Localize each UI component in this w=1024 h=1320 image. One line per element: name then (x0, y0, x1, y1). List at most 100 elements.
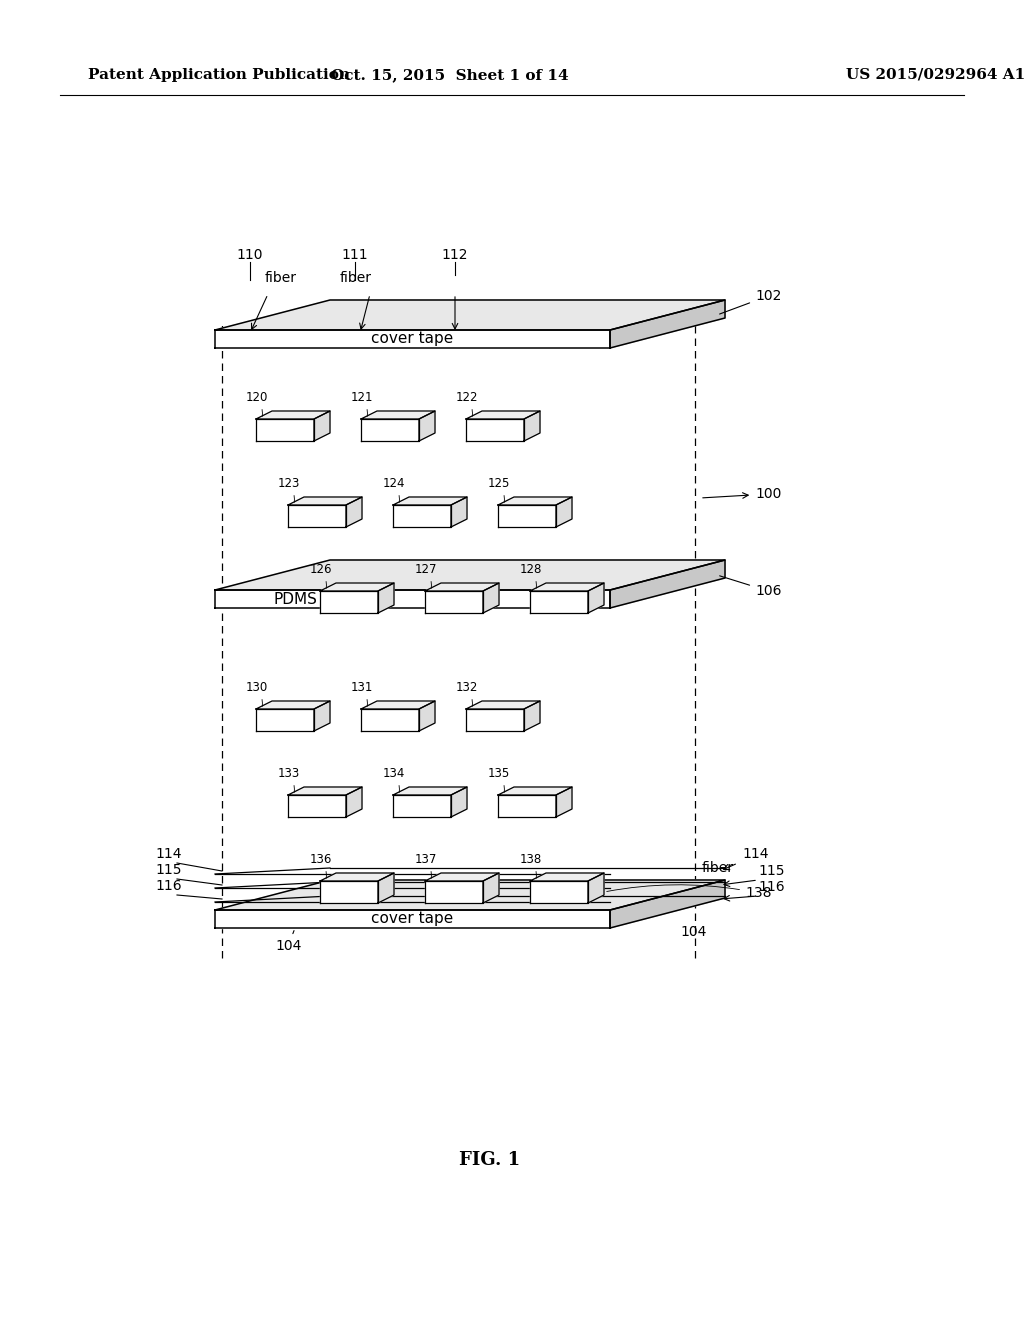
Text: 116: 116 (758, 880, 784, 894)
Text: 106: 106 (720, 576, 781, 598)
Polygon shape (610, 560, 725, 609)
Polygon shape (319, 873, 394, 880)
Text: 114: 114 (742, 847, 768, 861)
Text: 133: 133 (278, 767, 300, 792)
Text: 128: 128 (520, 564, 543, 589)
Text: 124: 124 (383, 477, 406, 502)
Polygon shape (215, 590, 610, 609)
Polygon shape (361, 411, 435, 418)
Text: 126: 126 (310, 564, 333, 589)
Text: 100: 100 (702, 487, 781, 502)
Text: 111: 111 (342, 248, 369, 261)
Polygon shape (319, 880, 378, 903)
Text: 132: 132 (456, 681, 478, 706)
Polygon shape (256, 411, 330, 418)
Polygon shape (319, 583, 394, 591)
Polygon shape (346, 787, 362, 817)
Polygon shape (556, 498, 572, 527)
Text: 104: 104 (275, 931, 301, 953)
Text: 112: 112 (441, 248, 468, 261)
Polygon shape (393, 506, 451, 527)
Polygon shape (314, 411, 330, 441)
Polygon shape (393, 498, 467, 506)
Polygon shape (466, 411, 540, 418)
Polygon shape (288, 506, 346, 527)
Polygon shape (610, 880, 725, 928)
Polygon shape (393, 795, 451, 817)
Text: 130: 130 (246, 681, 268, 706)
Polygon shape (451, 787, 467, 817)
Text: 131: 131 (351, 681, 374, 706)
Polygon shape (530, 583, 604, 591)
Text: 135: 135 (488, 767, 510, 792)
Polygon shape (483, 873, 499, 903)
Polygon shape (361, 701, 435, 709)
Polygon shape (588, 873, 604, 903)
Polygon shape (361, 709, 419, 731)
Polygon shape (425, 591, 483, 612)
Polygon shape (530, 591, 588, 612)
Polygon shape (466, 701, 540, 709)
Text: cover tape: cover tape (372, 912, 454, 927)
Polygon shape (378, 583, 394, 612)
Text: Patent Application Publication: Patent Application Publication (88, 69, 350, 82)
Text: cover tape: cover tape (372, 331, 454, 346)
Text: 120: 120 (246, 391, 268, 416)
Text: 115: 115 (155, 863, 181, 876)
Text: 134: 134 (383, 767, 406, 792)
Polygon shape (361, 418, 419, 441)
Polygon shape (256, 418, 314, 441)
Text: FIG. 1: FIG. 1 (460, 1151, 520, 1170)
Polygon shape (498, 787, 572, 795)
Polygon shape (530, 880, 588, 903)
Text: 115: 115 (758, 865, 784, 878)
Polygon shape (419, 411, 435, 441)
Text: 136: 136 (310, 853, 333, 878)
Polygon shape (314, 701, 330, 731)
Text: 125: 125 (488, 477, 510, 502)
Polygon shape (215, 880, 725, 909)
Text: 110: 110 (237, 248, 263, 261)
Text: 127: 127 (415, 564, 437, 589)
Text: fiber: fiber (702, 861, 734, 875)
Polygon shape (319, 591, 378, 612)
Polygon shape (425, 873, 499, 880)
Text: US 2015/0292964 A1: US 2015/0292964 A1 (847, 69, 1024, 82)
Polygon shape (588, 583, 604, 612)
Text: 137: 137 (415, 853, 437, 878)
Polygon shape (524, 411, 540, 441)
Polygon shape (425, 583, 499, 591)
Text: 104: 104 (680, 925, 707, 939)
Polygon shape (215, 909, 610, 928)
Polygon shape (393, 787, 467, 795)
Polygon shape (215, 330, 610, 348)
Polygon shape (498, 506, 556, 527)
Text: PDMS: PDMS (273, 591, 317, 606)
Polygon shape (288, 787, 362, 795)
Polygon shape (425, 880, 483, 903)
Polygon shape (530, 873, 604, 880)
Text: 102: 102 (720, 289, 781, 314)
Polygon shape (288, 795, 346, 817)
Polygon shape (466, 709, 524, 731)
Polygon shape (466, 418, 524, 441)
Text: 116: 116 (155, 879, 181, 894)
Polygon shape (215, 300, 725, 330)
Text: 114: 114 (155, 847, 181, 861)
Text: 138: 138 (607, 884, 771, 900)
Polygon shape (256, 709, 314, 731)
Polygon shape (256, 701, 330, 709)
Polygon shape (524, 701, 540, 731)
Polygon shape (451, 498, 467, 527)
Polygon shape (483, 583, 499, 612)
Text: fiber: fiber (340, 271, 372, 285)
Polygon shape (346, 498, 362, 527)
Text: Oct. 15, 2015  Sheet 1 of 14: Oct. 15, 2015 Sheet 1 of 14 (331, 69, 568, 82)
Polygon shape (610, 300, 725, 348)
Polygon shape (378, 873, 394, 903)
Text: fiber: fiber (265, 271, 297, 285)
Text: 121: 121 (351, 391, 374, 416)
Polygon shape (288, 498, 362, 506)
Polygon shape (419, 701, 435, 731)
Polygon shape (556, 787, 572, 817)
